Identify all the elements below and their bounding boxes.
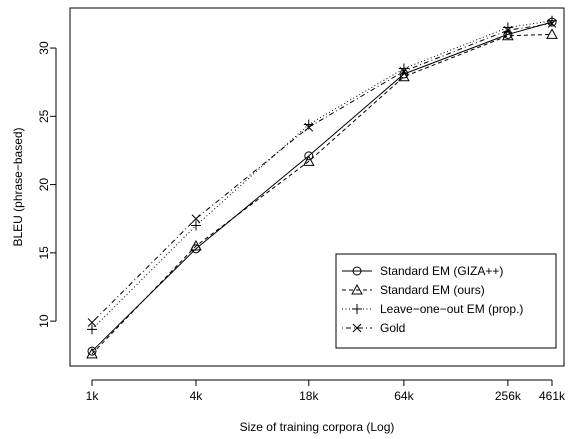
series-layer	[86, 15, 558, 359]
data-point-circle	[87, 346, 97, 356]
legend-item: Standard EM (GIZA++)	[342, 264, 503, 278]
series-standard-em-ours	[86, 28, 558, 359]
y-axis-title: BLEU (phrase−based)	[11, 127, 25, 246]
data-point-plus	[190, 220, 201, 231]
y-tick-label: 20	[37, 178, 51, 192]
data-point-triangle	[86, 347, 98, 359]
legend-marker-triangle	[351, 283, 363, 295]
data-point-circle	[304, 151, 314, 161]
data-point-triangle	[398, 70, 410, 82]
y-tick-label: 10	[37, 314, 51, 328]
x-tick-label: 64k	[394, 389, 414, 403]
y-tick-label: 30	[37, 41, 51, 55]
data-point-triangle	[302, 155, 315, 166]
series-line	[91, 22, 553, 323]
x-tick-label: 1k	[86, 389, 100, 403]
data-point-cross	[399, 66, 409, 76]
legend-item: Standard EM (ours)	[342, 283, 485, 297]
legend-label: Gold	[380, 321, 405, 335]
series-line	[91, 20, 553, 330]
x-tick-label: 256k	[495, 389, 522, 403]
data-point-cross	[304, 122, 314, 132]
y-tick-label: 15	[37, 246, 51, 260]
x-tick-label: 18k	[299, 389, 319, 403]
y-axis: 10 15 20 25 30	[37, 41, 57, 328]
legend-marker-circle	[352, 266, 362, 276]
legend-box	[335, 253, 557, 349]
data-point-cross	[191, 214, 201, 224]
x-axis: 1k 4k 18k 64k 256k 461k	[86, 379, 566, 403]
legend-label: Leave−one−out EM (prop.)	[380, 302, 523, 316]
data-point-triangle	[546, 28, 558, 39]
legend-item: Gold	[342, 321, 405, 335]
data-point-plus	[502, 22, 513, 33]
data-point-triangle	[190, 240, 202, 251]
legend: Standard EM (GIZA++) Standard EM (ours) Le…	[335, 253, 557, 349]
legend-marker-plus	[352, 304, 362, 314]
x-tick-label: 4k	[190, 389, 204, 403]
legend-label: Standard EM (GIZA++)	[380, 264, 503, 278]
data-point-triangle	[502, 29, 514, 41]
x-tick-label: 461k	[539, 389, 566, 403]
legend-marker-cross	[352, 323, 362, 333]
legend-label: Standard EM (ours)	[380, 283, 485, 297]
data-point-plus	[303, 119, 314, 130]
plot-frame	[69, 7, 565, 367]
data-point-cross	[547, 19, 557, 28]
data-point-plus	[87, 324, 97, 335]
series-line	[91, 21, 553, 352]
series-gold	[87, 19, 557, 327]
x-axis-title: Size of training corpora (Log)	[240, 420, 395, 434]
data-point-cross	[87, 318, 97, 327]
y-tick-label: 25	[37, 109, 51, 123]
legend-item: Leave−one−out EM (prop.)	[342, 302, 523, 316]
data-point-cross	[503, 25, 513, 35]
